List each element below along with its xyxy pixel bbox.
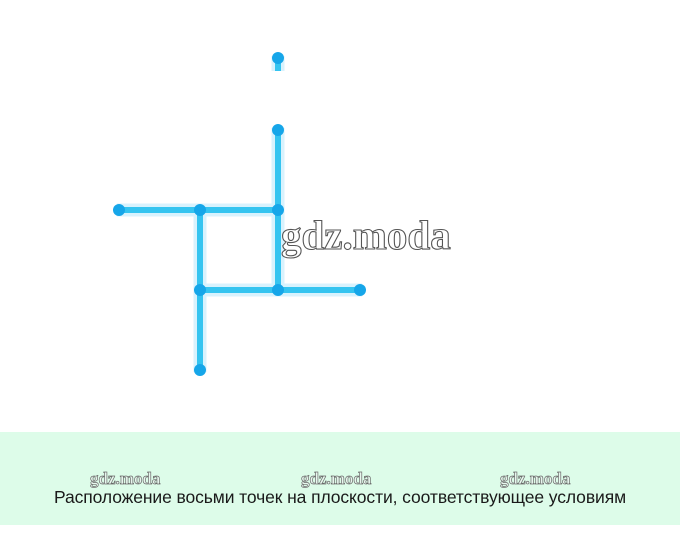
caption-band: [0, 432, 680, 525]
point-upper-right-junction: [272, 204, 284, 216]
point-top-isolated: [272, 52, 284, 64]
point-upper-left-junction: [194, 204, 206, 216]
line-halo-group: [117, 56, 362, 372]
figure-caption: Расположение восьми точек на плоскости, …: [53, 487, 626, 507]
point-group: [113, 52, 366, 376]
point-upper-vertical-end: [272, 124, 284, 136]
point-right-horizontal-end: [354, 284, 366, 296]
point-lower-right-junction: [272, 284, 284, 296]
point-lower-left-junction: [194, 284, 206, 296]
point-bottom-vertical-end: [194, 364, 206, 376]
figure-canvas: gdz.moda: [113, 52, 452, 376]
point-left-horizontal-end: [113, 204, 125, 216]
points-diagram: [113, 52, 366, 376]
